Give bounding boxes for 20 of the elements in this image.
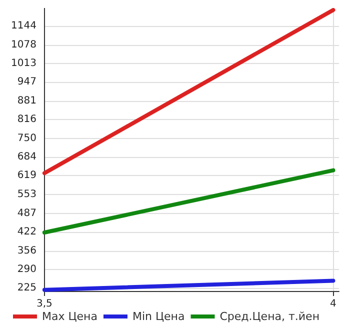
x-tick-label: 3,5 <box>36 298 52 310</box>
y-tick-label: 553 <box>17 189 36 200</box>
y-tick-label: 1078 <box>10 39 36 50</box>
y-tick-label: 816 <box>17 114 36 126</box>
y-tick-label: 290 <box>17 264 36 276</box>
y-tick-label: 356 <box>17 245 36 256</box>
y-tick-label: 422 <box>17 226 36 238</box>
y-tick-label: 1013 <box>10 58 36 69</box>
y-tick-label: 619 <box>17 170 36 182</box>
y-tick-label: 684 <box>17 152 36 163</box>
y-tick-label: 225 <box>17 282 36 294</box>
y-tick-label: 881 <box>17 96 36 106</box>
y-tick-label: 1144 <box>10 20 36 32</box>
y-tick-label: 750 <box>17 132 36 144</box>
y-tick-label: 487 <box>17 208 36 219</box>
x-tick-label: 4 <box>330 298 336 310</box>
legend-label: Min Цена <box>132 310 185 323</box>
y-tick-label: 947 <box>17 76 36 88</box>
legend-label: Сред.Цена, т.йен <box>220 310 320 323</box>
legend-label: Max Цена <box>42 310 98 323</box>
